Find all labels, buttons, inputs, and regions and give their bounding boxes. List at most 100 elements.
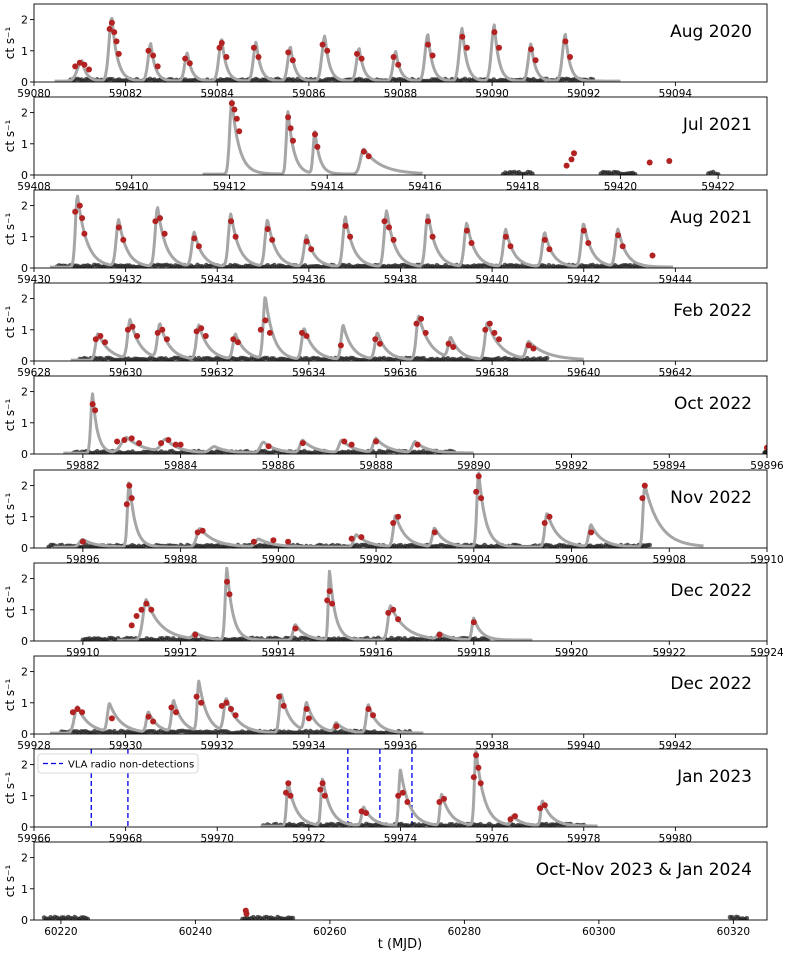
- detection-point: [363, 810, 370, 816]
- detection-point: [236, 128, 243, 135]
- x-tick-label: 59972: [292, 833, 325, 845]
- detection-point: [69, 709, 76, 716]
- x-tick-label: 59978: [567, 833, 600, 845]
- panel-title: Dec 2022: [670, 674, 752, 694]
- detection-point: [395, 616, 402, 623]
- detection-point: [89, 401, 96, 408]
- detection-point: [541, 802, 548, 809]
- detection-point: [585, 240, 592, 246]
- detection-point: [486, 320, 493, 327]
- detection-point: [324, 47, 331, 54]
- detection-point: [202, 333, 209, 339]
- panel-title: Dec 2022: [670, 581, 752, 601]
- detection-point: [429, 52, 436, 59]
- x-tick-label: 59910: [66, 647, 99, 659]
- detection-point: [292, 625, 299, 632]
- panel-5: 0 1 2 59882 59884 59886 59888 59890 59892 59894 59…: [3, 375, 784, 472]
- y-tick-label: 0: [21, 914, 28, 927]
- model-curve: [69, 296, 585, 361]
- detection-point: [507, 816, 514, 823]
- axes-frame: [33, 841, 768, 921]
- detection-point: [226, 591, 233, 598]
- detection-point: [257, 326, 264, 333]
- detection-point: [326, 588, 333, 595]
- x-tick-label: 59912: [164, 647, 197, 659]
- detection-point: [348, 535, 355, 542]
- detection-point: [470, 619, 477, 626]
- detection-point: [250, 538, 257, 545]
- x-tick-label: 59922: [653, 647, 686, 659]
- axes-frame: [33, 469, 768, 549]
- detection-point: [477, 780, 484, 787]
- x-tick-label: 59904: [457, 554, 491, 566]
- detection-point: [193, 693, 200, 700]
- detection-point: [177, 441, 184, 448]
- detection-point: [216, 44, 223, 51]
- detection-point: [72, 208, 79, 215]
- y-tick-label: 1: [21, 138, 28, 151]
- x-tick-label: 59938: [475, 740, 508, 752]
- detection-point: [445, 340, 452, 347]
- detection-point: [386, 224, 392, 231]
- x-tick-label: 59094: [659, 88, 693, 100]
- model-curve: [49, 194, 674, 268]
- detection-point: [563, 162, 570, 169]
- x-tick-label: 59932: [201, 740, 234, 752]
- detection-point: [475, 473, 482, 480]
- detection-point: [646, 159, 653, 166]
- x-tick-label: 59942: [659, 740, 692, 752]
- y-tick-label: 2: [21, 200, 28, 213]
- detection-point: [399, 789, 406, 796]
- detection-point: [128, 495, 135, 502]
- legend-label: VLA radio non-detections: [68, 760, 194, 771]
- x-tick-label: 59930: [109, 740, 142, 752]
- detection-point: [255, 54, 262, 60]
- detection-point: [303, 238, 310, 245]
- x-tick-label: 59088: [384, 88, 417, 100]
- x-tick-label: 59892: [555, 460, 588, 472]
- y-tick-label: 2: [21, 759, 28, 772]
- detection-point: [289, 57, 296, 64]
- detection-point: [79, 215, 86, 222]
- y-axis-label: ct s⁻¹: [3, 120, 17, 153]
- detection-point: [649, 252, 656, 259]
- detection-point: [496, 336, 502, 343]
- detection-point: [619, 243, 626, 250]
- detection-point: [126, 482, 133, 489]
- x-tick-label: 59916: [359, 647, 393, 659]
- detection-point: [114, 438, 121, 445]
- detection-point: [317, 786, 324, 793]
- detection-point: [193, 328, 200, 335]
- detection-point: [459, 33, 466, 40]
- detection-point: [191, 235, 198, 242]
- y-tick-label: 1: [21, 790, 28, 803]
- x-tick-label: 59884: [164, 460, 198, 472]
- x-tick-label: 60280: [448, 926, 481, 938]
- detection-point: [79, 709, 86, 716]
- detection-point: [404, 799, 411, 805]
- plot-area: [69, 296, 585, 361]
- detection-point: [390, 54, 397, 60]
- detection-point: [192, 631, 199, 638]
- detection-point: [108, 19, 115, 26]
- detection-point: [194, 529, 201, 536]
- detection-point: [269, 236, 276, 243]
- x-tick-label: 59434: [201, 274, 235, 286]
- detection-point: [165, 437, 172, 443]
- x-tick-label: 60260: [313, 926, 346, 938]
- detection-point: [431, 529, 438, 536]
- detection-point: [265, 443, 272, 450]
- detection-point: [541, 236, 548, 243]
- detection-point: [376, 340, 383, 347]
- detection-point: [329, 600, 336, 607]
- detection-point: [152, 218, 159, 225]
- detection-point: [358, 808, 365, 815]
- detection-point: [571, 150, 577, 157]
- panel-title: Jul 2021: [682, 115, 752, 135]
- detection-point: [120, 236, 127, 243]
- y-tick-label: 1: [21, 231, 28, 244]
- detection-point: [473, 488, 480, 495]
